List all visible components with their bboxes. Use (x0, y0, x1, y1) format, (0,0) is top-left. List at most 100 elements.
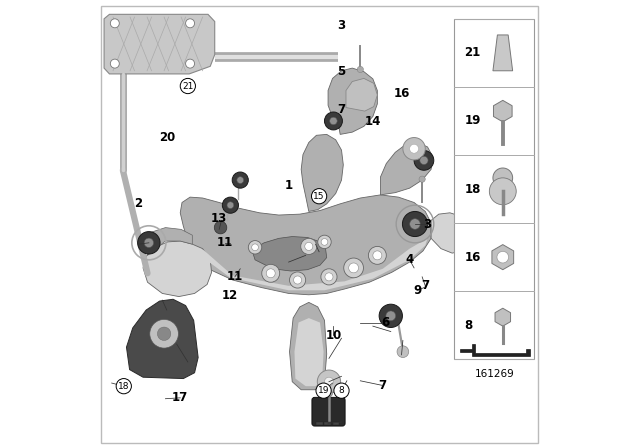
Text: 12: 12 (221, 289, 237, 302)
Text: 19: 19 (464, 114, 481, 128)
FancyBboxPatch shape (312, 397, 345, 426)
Circle shape (414, 151, 434, 170)
Text: 15: 15 (314, 192, 325, 201)
Circle shape (294, 276, 301, 284)
Circle shape (144, 238, 154, 247)
Circle shape (138, 232, 160, 254)
Circle shape (357, 66, 364, 73)
Circle shape (237, 177, 244, 184)
Polygon shape (380, 142, 433, 195)
Circle shape (186, 19, 195, 28)
Circle shape (379, 304, 403, 327)
Text: 4: 4 (406, 253, 413, 267)
Text: 2: 2 (134, 197, 143, 211)
Polygon shape (294, 318, 324, 386)
Text: 16: 16 (394, 86, 410, 100)
Polygon shape (492, 245, 514, 270)
Bar (316, 422, 323, 425)
Circle shape (262, 264, 280, 282)
Text: 6: 6 (381, 316, 389, 329)
Bar (333, 422, 339, 425)
Polygon shape (346, 78, 378, 111)
Circle shape (289, 272, 306, 288)
Circle shape (157, 327, 171, 340)
Circle shape (403, 138, 425, 160)
Text: 13: 13 (211, 212, 227, 225)
Polygon shape (328, 68, 378, 134)
Circle shape (321, 269, 337, 285)
Polygon shape (143, 241, 212, 297)
Text: 19: 19 (318, 386, 330, 395)
Text: 16: 16 (464, 250, 481, 264)
Circle shape (490, 178, 516, 205)
Circle shape (116, 379, 131, 394)
Circle shape (305, 242, 313, 250)
Text: 161269: 161269 (474, 369, 514, 379)
Text: 8: 8 (339, 386, 344, 395)
Circle shape (324, 112, 342, 130)
Circle shape (180, 78, 195, 94)
Polygon shape (493, 100, 512, 122)
Circle shape (334, 383, 349, 398)
Text: 21: 21 (464, 46, 481, 60)
Text: 5: 5 (337, 65, 346, 78)
Polygon shape (104, 14, 215, 74)
Text: 18: 18 (118, 382, 129, 391)
Circle shape (227, 202, 234, 209)
Circle shape (330, 117, 337, 125)
Circle shape (419, 176, 426, 182)
Circle shape (110, 19, 119, 28)
Circle shape (497, 251, 509, 263)
Polygon shape (180, 195, 431, 295)
Circle shape (373, 251, 382, 260)
Polygon shape (431, 213, 470, 253)
Text: 21: 21 (182, 82, 193, 90)
Circle shape (349, 263, 358, 273)
Text: 3: 3 (337, 19, 346, 33)
Circle shape (325, 390, 333, 397)
Polygon shape (148, 228, 192, 255)
Text: 11: 11 (227, 270, 243, 284)
Text: 17: 17 (172, 391, 188, 405)
Circle shape (397, 346, 409, 358)
Text: 7: 7 (421, 279, 429, 293)
Circle shape (317, 235, 332, 249)
Circle shape (214, 221, 227, 234)
Polygon shape (495, 308, 511, 326)
Text: 18: 18 (464, 182, 481, 196)
Circle shape (410, 219, 420, 229)
Circle shape (150, 319, 179, 348)
Polygon shape (460, 344, 530, 356)
Circle shape (410, 144, 419, 153)
Circle shape (324, 377, 333, 386)
Polygon shape (197, 238, 428, 290)
Text: 11: 11 (217, 236, 233, 250)
Circle shape (232, 172, 248, 188)
Circle shape (317, 370, 340, 393)
Bar (324, 422, 331, 425)
Text: 10: 10 (325, 328, 342, 342)
Text: 9: 9 (413, 284, 422, 297)
Circle shape (386, 311, 396, 321)
Circle shape (222, 197, 239, 213)
Circle shape (248, 241, 262, 254)
Circle shape (321, 238, 328, 246)
Circle shape (325, 273, 333, 281)
Circle shape (420, 156, 428, 164)
Text: 20: 20 (159, 131, 175, 145)
Polygon shape (301, 134, 343, 211)
Circle shape (403, 211, 428, 237)
Circle shape (316, 383, 332, 398)
Circle shape (186, 59, 195, 68)
Polygon shape (252, 237, 327, 271)
Text: 7: 7 (378, 379, 386, 392)
Circle shape (312, 189, 327, 204)
Text: 7: 7 (337, 103, 346, 116)
Polygon shape (493, 35, 513, 71)
Polygon shape (127, 299, 198, 379)
Circle shape (301, 238, 317, 254)
Circle shape (252, 244, 259, 251)
Circle shape (369, 246, 387, 264)
Circle shape (266, 269, 275, 278)
Circle shape (110, 59, 119, 68)
